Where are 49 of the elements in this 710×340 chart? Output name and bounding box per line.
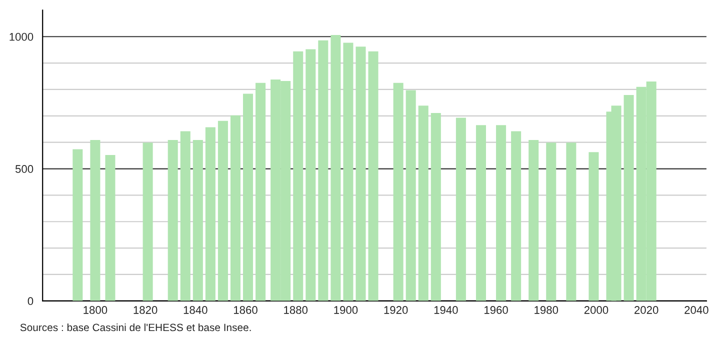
bar bbox=[528, 140, 539, 301]
bar bbox=[243, 94, 254, 301]
y-tick-label: 500 bbox=[15, 165, 34, 173]
x-tick-label: 1960 bbox=[484, 306, 508, 314]
x-tick-label: 2040 bbox=[684, 306, 708, 314]
x-tick-label: 1840 bbox=[184, 306, 208, 314]
x-tick-label: 1940 bbox=[434, 306, 458, 314]
x-tick-label: 1980 bbox=[534, 306, 558, 314]
x-tick-label: 2000 bbox=[584, 306, 608, 314]
bar bbox=[318, 40, 328, 301]
bar bbox=[218, 120, 228, 301]
x-tick-label: 1880 bbox=[284, 306, 308, 314]
x-tick-label: 1900 bbox=[334, 306, 358, 314]
x-tick-label: 1800 bbox=[84, 306, 108, 314]
bar bbox=[430, 113, 441, 301]
bar bbox=[230, 115, 240, 301]
bar bbox=[142, 142, 153, 301]
bar bbox=[356, 46, 366, 301]
bar bbox=[624, 95, 634, 301]
bar bbox=[496, 125, 506, 301]
bar bbox=[546, 142, 556, 301]
bar bbox=[406, 90, 416, 301]
x-tick-label: 1920 bbox=[384, 306, 408, 314]
x-tick-label: 2020 bbox=[634, 306, 658, 314]
y-tick-label: 0 bbox=[28, 297, 34, 306]
bar bbox=[90, 140, 100, 301]
bar bbox=[330, 35, 341, 301]
bar bbox=[456, 118, 466, 301]
bar bbox=[105, 155, 116, 301]
bar bbox=[306, 49, 316, 301]
source-note: Sources : base Cassini de l'EHESS et base Insee. bbox=[20, 323, 251, 332]
bar bbox=[418, 106, 428, 301]
bar bbox=[168, 140, 178, 301]
bar bbox=[205, 127, 216, 301]
y-tick-label: 1000 bbox=[10, 32, 34, 41]
bar bbox=[343, 42, 354, 301]
bar bbox=[588, 152, 599, 301]
bar bbox=[192, 140, 203, 301]
x-tick-label: 1860 bbox=[234, 306, 258, 314]
bar bbox=[256, 82, 266, 301]
bar bbox=[180, 131, 190, 301]
bar bbox=[72, 149, 83, 301]
bar bbox=[511, 131, 522, 301]
bar bbox=[476, 125, 486, 301]
bar bbox=[293, 51, 304, 301]
bar bbox=[393, 82, 404, 301]
bar bbox=[566, 142, 576, 301]
x-tick-label: 1820 bbox=[134, 306, 158, 314]
bar bbox=[368, 51, 378, 301]
